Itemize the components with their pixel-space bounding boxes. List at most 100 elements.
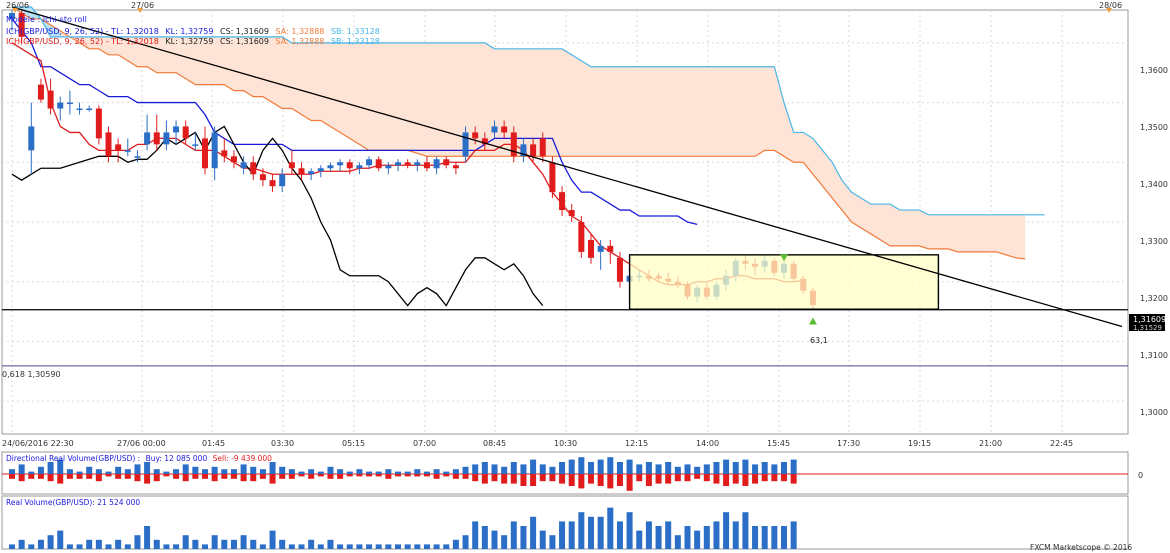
sell-volume-bar	[240, 474, 247, 482]
sell-volume-bar	[742, 474, 749, 486]
candle-body	[578, 222, 585, 252]
sell-volume-bar	[423, 474, 430, 477]
real-volume-bar	[481, 526, 488, 549]
candle-body	[443, 159, 450, 166]
price-axis[interactable]: 1,3600 1,3500 1,3400 1,3300 1,3200 1,310…	[1140, 66, 1168, 417]
sell-volume-bar	[481, 474, 488, 484]
sell-volume-bar	[163, 474, 170, 477]
buy-volume-bar	[462, 466, 469, 474]
sell-volume-bar	[259, 474, 266, 479]
buy-volume-bar	[173, 469, 180, 474]
buy-volume-bar	[356, 469, 363, 474]
current-price-tag: 1,31609 1,31529	[1129, 314, 1166, 332]
indicator-legend[interactable]: Modele : Ichi-sto roll ICH(GBP/USD, 9, 2…	[6, 15, 380, 46]
buy-volume-bar	[530, 459, 537, 474]
date-marker-icon[interactable]	[137, 8, 143, 13]
buy-volume-bar	[665, 462, 672, 474]
buy-volume-bar	[761, 462, 768, 474]
sell-volume-bar	[645, 474, 652, 486]
buy-volume-bar	[559, 462, 566, 474]
legend-sb-2: SB: 1,33128	[331, 37, 380, 46]
real-volume-bar	[520, 526, 527, 549]
real-volume-bar	[462, 535, 469, 549]
time-tick: 05:15	[342, 439, 365, 448]
time-tick: 21:00	[979, 439, 1002, 448]
candle-body	[163, 132, 170, 145]
candle-body	[221, 150, 228, 157]
sell-volume-bar	[588, 474, 594, 484]
sell-volume-bar	[395, 474, 401, 477]
time-tick: 22:45	[1050, 439, 1073, 448]
time-tick: 07:00	[413, 439, 436, 448]
buy-volume-bar	[308, 469, 315, 474]
sell-volume-bar	[230, 474, 237, 479]
sell-volume-bar	[279, 474, 286, 479]
real-volume-bar	[250, 539, 257, 549]
candle-body	[298, 168, 305, 175]
trendline	[11, 6, 1123, 328]
buy-volume-bar	[510, 462, 517, 474]
buy-volume-bar	[588, 462, 594, 474]
real-volume-bar	[317, 544, 324, 549]
real-volume-bar	[501, 535, 508, 549]
legend-sa: SA: 1,32888	[276, 27, 325, 36]
legend-line1-name: ICH(GBP/USD, 9, 26, 52) - TL: 1,32018	[6, 27, 159, 36]
chikou-line	[11, 125, 544, 307]
legend-cs-2: CS: 1,31609	[220, 37, 269, 46]
sell-volume-bar	[703, 474, 710, 482]
real-volume-bar	[288, 544, 295, 549]
real-volume-bar	[588, 516, 594, 549]
buy-volume-bar	[732, 462, 739, 474]
sell-volume-bar	[144, 474, 151, 484]
buy-volume-bar	[713, 462, 720, 474]
buy-volume-bar	[501, 466, 508, 474]
real-volume-bar	[124, 544, 131, 549]
buy-volume-bar	[192, 466, 199, 474]
buy-volume-bar	[472, 464, 479, 474]
price-tick: 1,3500	[1140, 123, 1168, 132]
real-volume-bar	[452, 539, 459, 549]
candle-body	[414, 162, 421, 166]
buy-volume-bar	[115, 466, 122, 474]
time-axis[interactable]: 24/06/2016 22:30 27/06 00:00 01:45 03:30…	[2, 439, 1073, 448]
sell-volume-bar	[153, 474, 160, 482]
real-volume-bar	[163, 544, 170, 549]
sell-volume-bar	[752, 474, 759, 484]
sell-volume-bar	[530, 474, 537, 486]
sell-volume-bar	[115, 474, 122, 479]
buy-volume-bar	[423, 471, 430, 474]
candle-body	[520, 144, 527, 157]
candle-body	[57, 102, 64, 109]
date-marker-icon[interactable]	[12, 8, 18, 13]
buy-volume-bar	[597, 459, 604, 474]
sell-volume-bar	[674, 474, 681, 482]
sell-volume-bar	[346, 474, 353, 477]
price-tick: 1,3000	[1140, 408, 1168, 417]
time-tick: 17:30	[837, 439, 860, 448]
real-volume-bar	[626, 512, 633, 549]
date-marker-icon[interactable]	[1106, 8, 1112, 13]
sell-volume-bar	[684, 474, 691, 482]
real-volume-bar	[375, 544, 382, 549]
real-volume-bar	[28, 544, 35, 549]
current-price-under: 1,31529	[1133, 324, 1162, 332]
sell-volume-bar	[269, 474, 276, 484]
sell-volume-bar	[433, 474, 440, 479]
ichimoku-lines	[11, 6, 1045, 307]
real-volume-bar	[645, 521, 652, 549]
candle-body	[250, 162, 257, 175]
candle-body	[346, 162, 353, 169]
copyright: FXCM Marketscope © 2016	[1030, 543, 1132, 552]
sell-volume-bar	[655, 474, 662, 484]
buy-volume-bar	[626, 459, 633, 474]
sell-volume-bar	[732, 474, 739, 484]
buy-volume-bar	[645, 462, 652, 474]
legend-kl: KL: 1,32759	[165, 27, 213, 36]
real-volume-bar	[674, 535, 681, 549]
sell-volume-bar	[182, 474, 189, 482]
buy-volume-bar	[327, 466, 334, 474]
time-tick: 15:45	[767, 439, 790, 448]
sell-volume-bar	[202, 474, 208, 479]
real-volume-bar	[76, 544, 83, 549]
real-volume-bar	[182, 535, 189, 549]
